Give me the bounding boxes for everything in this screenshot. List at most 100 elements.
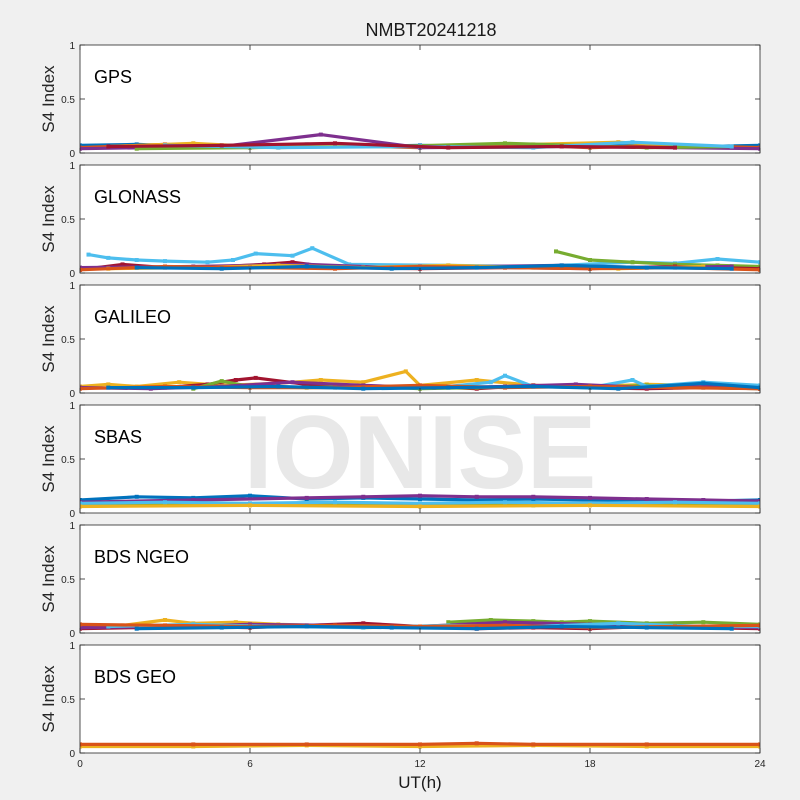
data-point: [644, 265, 649, 270]
data-point: [559, 144, 564, 149]
data-point: [418, 501, 422, 506]
data-point: [219, 266, 224, 271]
data-point: [729, 144, 734, 149]
data-point: [488, 618, 493, 622]
data-point: [616, 386, 621, 391]
data-point: [134, 146, 139, 151]
data-point: [233, 620, 238, 625]
data-point: [134, 258, 139, 262]
data-point: [758, 742, 760, 747]
data-point: [191, 498, 196, 502]
data-point: [503, 620, 507, 625]
data-point: [588, 503, 592, 508]
data-point: [474, 626, 479, 631]
data-point: [361, 621, 366, 626]
x-axis-label: UT(h): [398, 773, 441, 792]
data-point: [758, 504, 760, 509]
data-point: [588, 619, 592, 624]
data-point: [588, 498, 592, 502]
series-group: [80, 246, 760, 272]
data-point: [106, 255, 111, 260]
data-point: [531, 384, 536, 389]
y-tick-label: 0: [69, 749, 75, 760]
data-point: [701, 620, 706, 625]
data-point: [446, 385, 451, 390]
data-point: [588, 258, 592, 262]
data-point: [418, 742, 422, 747]
data-point: [446, 620, 451, 625]
data-point: [503, 623, 507, 628]
watermark: IONISE: [244, 395, 597, 511]
plot-area: [80, 285, 760, 393]
data-point: [304, 495, 309, 500]
data-point: [120, 262, 125, 267]
x-tick-label: 6: [247, 759, 253, 770]
y-axis-label: S4 Index: [39, 425, 58, 493]
data-point: [163, 500, 167, 505]
data-point: [758, 501, 760, 506]
x-tick-labels: 0 6 12 18 24: [77, 759, 766, 770]
data-point: [310, 246, 315, 251]
data-point: [253, 251, 258, 256]
data-point: [630, 140, 635, 145]
y-tick-label: 1: [69, 401, 75, 412]
data-point: [389, 266, 394, 271]
data-point: [559, 624, 564, 629]
data-point: [531, 619, 536, 624]
data-point: [531, 494, 536, 499]
data-point: [630, 378, 635, 382]
panel-bds-ngeo: 0 0.5 1 BDS NGEO S4 Index: [39, 521, 761, 640]
data-point: [474, 741, 479, 746]
y-axis-label: S4 Index: [39, 65, 58, 133]
data-point: [758, 267, 760, 272]
data-point: [163, 618, 167, 622]
data-point: [758, 744, 760, 749]
y-tick-label: 0: [69, 629, 75, 640]
data-point: [554, 249, 558, 254]
data-point: [644, 744, 649, 749]
data-point: [304, 264, 309, 269]
data-point: [588, 501, 592, 506]
data-point: [290, 253, 295, 258]
data-point: [80, 265, 82, 270]
series-group: [80, 369, 760, 391]
data-point: [80, 744, 82, 749]
panel-label: GPS: [94, 67, 132, 87]
panels: 0 0.5 1 GPS S4 Index 0 0.5 1 GLONASS S4 Index 0 0.5…: [39, 41, 761, 760]
data-point: [80, 622, 82, 627]
data-point: [134, 626, 139, 631]
panel-label: GALILEO: [94, 307, 171, 327]
x-tick-label: 18: [584, 759, 596, 770]
data-point: [248, 493, 252, 498]
data-point: [418, 493, 422, 498]
y-tick-label: 1: [69, 41, 75, 52]
y-tick-label: 0: [69, 389, 75, 400]
y-tick-label: 1: [69, 641, 75, 652]
data-point: [616, 621, 621, 626]
plot-area: [80, 165, 760, 273]
data-point: [531, 742, 536, 747]
data-point: [106, 382, 111, 387]
data-point: [177, 380, 182, 385]
data-point: [673, 385, 677, 390]
data-point: [758, 499, 760, 504]
data-point: [361, 380, 366, 385]
data-point: [191, 744, 196, 749]
data-point: [729, 266, 734, 271]
data-point: [134, 494, 139, 499]
panel-galileo: 0 0.5 1 GALILEO S4 Index: [39, 281, 761, 400]
data-point: [474, 378, 479, 382]
panel-glonass: 0 0.5 1 GLONASS S4 Index: [39, 161, 761, 280]
data-point: [276, 145, 281, 150]
data-point: [276, 263, 281, 268]
y-axis-label: S4 Index: [39, 665, 58, 733]
data-point: [559, 263, 564, 268]
y-tick-label: 0.5: [61, 575, 75, 586]
data-point: [253, 375, 258, 380]
data-point: [644, 625, 649, 630]
panel-bds-geo: 0 0.5 1 BDS GEO S4 Index: [39, 641, 761, 760]
data-point: [80, 742, 82, 747]
data-point: [106, 624, 111, 629]
data-point: [418, 497, 422, 501]
